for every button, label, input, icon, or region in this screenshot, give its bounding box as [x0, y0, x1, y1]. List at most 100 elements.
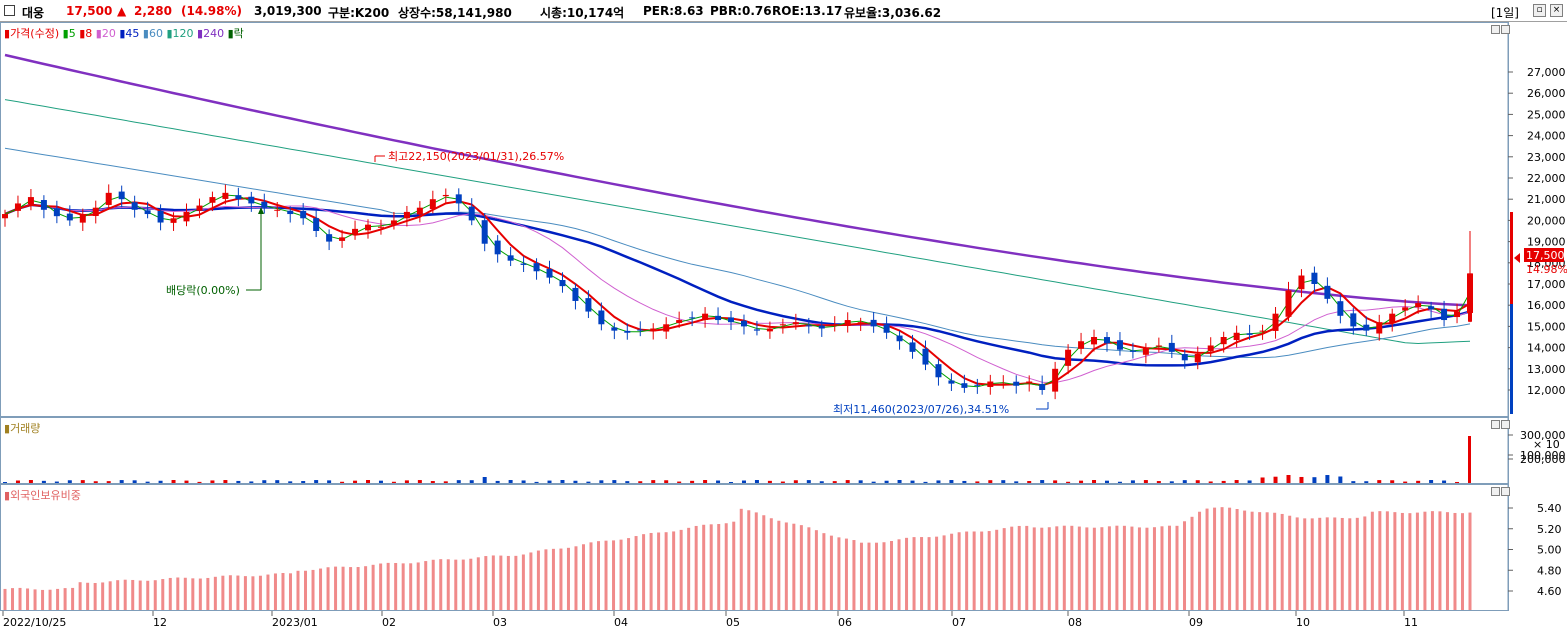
foreign-ratio-bar [859, 542, 863, 610]
foreign-ratio-bar [792, 523, 796, 610]
foreign-ratio-bar [484, 556, 488, 610]
volume-bar [793, 480, 798, 483]
price-change: 2,280 [134, 4, 172, 18]
foreign-panel-close-button[interactable] [1501, 487, 1510, 496]
volume-bar [1364, 481, 1369, 483]
candle [974, 378, 981, 394]
foreign-ratio-bar [1273, 512, 1277, 610]
candle [533, 258, 540, 280]
volume-panel-max-button[interactable] [1491, 420, 1500, 429]
candle [896, 330, 903, 350]
candle [27, 188, 34, 211]
close-button[interactable]: × [1550, 4, 1563, 17]
volume-bar [845, 480, 850, 483]
foreign-ratio-bar [296, 570, 300, 610]
foreign-ratio-bar [1310, 518, 1314, 610]
high-annotation: 최고22,150(2023/01/31),26.57% [374, 150, 564, 163]
volume-bar [923, 481, 928, 483]
volume-bar [340, 481, 345, 483]
period-selector[interactable]: [1일] [1490, 6, 1519, 20]
foreign-ratio-bar [349, 567, 353, 610]
x-tick-label: 04 [614, 616, 628, 629]
candle [300, 203, 307, 225]
volume-bar [119, 480, 124, 483]
foreign-ratio-bar [153, 580, 157, 610]
foreign-ratio-bar [71, 587, 75, 610]
price-tick-label: 16,000 [1527, 299, 1566, 312]
foreign-ratio-bar [1280, 513, 1284, 610]
volume-panel-close-button[interactable] [1501, 420, 1510, 429]
foreign-ratio-bar [1025, 525, 1029, 610]
foreign-ratio-bar [784, 522, 788, 610]
volume-bar [690, 480, 695, 483]
volume-bar [1260, 477, 1265, 483]
foreign-ratio-bar [1460, 513, 1464, 610]
candle [118, 185, 125, 208]
restore-button[interactable]: ▫ [1533, 4, 1546, 17]
foreign-ratio-bar [536, 550, 540, 610]
select-checkbox[interactable] [4, 5, 15, 16]
foreign-ratio-bar [807, 527, 811, 610]
foreign-ratio-bar [1438, 511, 1442, 610]
candle [429, 190, 436, 214]
foreign-ratio-bar [1145, 527, 1149, 610]
volume-bar [1234, 480, 1239, 483]
volume-bar [158, 480, 163, 483]
price-panel-max-button[interactable] [1491, 25, 1500, 34]
foreign-ratio-bar [273, 573, 277, 610]
candle [2, 209, 8, 227]
current-price: 17,500 [66, 4, 113, 18]
volume-bar [638, 481, 643, 483]
foreign-ratio-bar [1190, 516, 1194, 610]
foreign-tick-label: 5.00 [1537, 544, 1562, 557]
foreign-ratio-bar [1010, 526, 1014, 610]
candle [1324, 277, 1331, 304]
volume-bar [249, 481, 254, 483]
candle [1246, 324, 1253, 340]
candle [468, 198, 475, 226]
foreign-ratio-bar [491, 555, 495, 610]
candle [715, 307, 722, 325]
price-panel-close-button[interactable] [1501, 25, 1510, 34]
title-bar: 대웅 17,500 ▲ 2,280 (14.98%) 3,019,300 구분:… [0, 0, 1567, 22]
volume-bar [236, 480, 241, 483]
foreign-ratio-bar [288, 573, 292, 610]
reserve-ratio: 유보율:3,036.62 [844, 6, 942, 20]
foreign-ratio-bar [1423, 511, 1427, 610]
candle [1168, 334, 1175, 358]
volume-bar [482, 477, 487, 483]
candle [274, 202, 281, 218]
candle [1389, 308, 1396, 332]
x-tick-label: 07 [952, 616, 966, 629]
foreign-ratio-bar [1077, 526, 1081, 610]
ma120-line [4, 99, 1471, 345]
foreign-ratio-bar [454, 559, 458, 610]
volume-bar [456, 480, 461, 483]
price-tick-label: 19,000 [1527, 236, 1566, 249]
moving-average-lines [4, 53, 1471, 388]
price-legend: ▮가격(수정) ▮5 ▮8 ▮20 ▮45 ▮60 ▮120 ▮240 ▮락 [4, 27, 244, 40]
candle [559, 272, 566, 293]
foreign-ratio-bar [304, 570, 308, 610]
volume-panel-frame [0, 417, 1509, 484]
y-axis-ticks: 27,000 26,000 25,000 24,000 23,000 22,000 21,0… [1508, 66, 1566, 598]
foreign-ratio-bar [18, 587, 22, 610]
volume-bar [1117, 481, 1122, 483]
foreign-ratio-bar [1445, 512, 1449, 610]
foreign-ratio-bar [281, 573, 285, 610]
volume-bar [391, 481, 396, 483]
candle [883, 316, 890, 339]
foreign-ratio-bar [844, 538, 848, 610]
foreign-ratio-bar [364, 566, 368, 610]
foreign-ratio-bar [439, 559, 443, 610]
volume-bar [288, 481, 293, 483]
price-panel-frame [0, 22, 1509, 417]
foreign-ratio-bar [123, 579, 127, 610]
foreign-ratio-bar [942, 535, 946, 610]
candle [1091, 329, 1098, 352]
candle [1039, 375, 1046, 395]
foreign-ratio-bar [1385, 511, 1389, 610]
foreign-ratio-bar [987, 531, 991, 610]
foreign-panel-max-button[interactable] [1491, 487, 1500, 496]
